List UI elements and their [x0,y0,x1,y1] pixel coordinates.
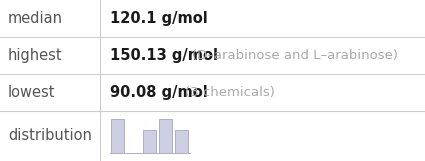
Text: lowest: lowest [8,85,56,100]
Text: 150.13 g/mol: 150.13 g/mol [110,48,218,63]
Bar [111,119,125,153]
Text: distribution: distribution [8,128,92,143]
Text: 90.08 g/mol: 90.08 g/mol [110,85,208,100]
Bar [144,130,156,153]
Bar [176,130,189,153]
Text: 120.1 g/mol: 120.1 g/mol [110,11,208,26]
Bar [159,119,173,153]
Text: highest: highest [8,48,62,63]
Text: (D–arabinose and L–arabinose): (D–arabinose and L–arabinose) [192,49,398,62]
Text: median: median [8,11,63,26]
Text: (3 chemicals): (3 chemicals) [185,86,275,99]
